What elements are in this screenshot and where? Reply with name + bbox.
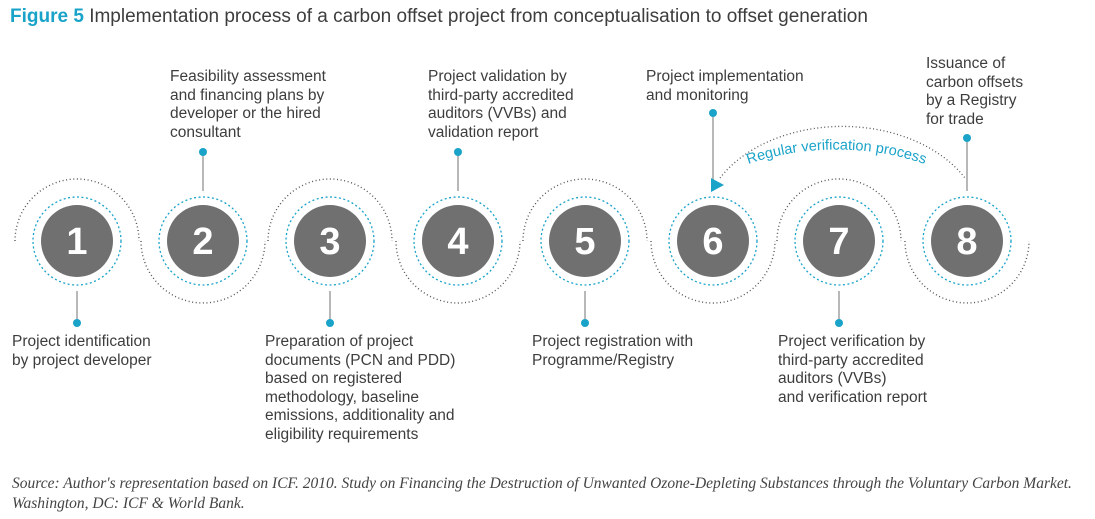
connector-dot: [73, 319, 81, 327]
dotted-wave-arc: [14, 178, 140, 242]
dotted-wave-arc: [904, 240, 1030, 304]
step-7: 7: [794, 196, 884, 286]
step-7-label: Project verification by third-party accr…: [778, 333, 928, 406]
figure-label: Figure 5: [10, 6, 84, 27]
dotted-wave-arc: [267, 178, 393, 242]
step-number: 6: [702, 221, 723, 263]
step-1-label: Project identification by project develo…: [12, 333, 152, 369]
step-connectors: [73, 109, 971, 327]
step-disc: [549, 205, 621, 277]
step-disc: [931, 205, 1003, 277]
dotted-wave-arc: [650, 240, 776, 304]
connector-dot: [454, 148, 462, 156]
step-number: 7: [828, 221, 849, 263]
dotted-wave-arc: [522, 178, 648, 242]
step-ring: [794, 196, 884, 286]
step-number: 1: [66, 221, 87, 263]
step-6-label: Project implementation and monitoring: [646, 68, 804, 104]
step-2: 2: [158, 196, 248, 286]
step-ring: [285, 196, 375, 286]
step-3-label: Preparation of project documents (PCN an…: [265, 333, 456, 443]
step-ring: [668, 196, 758, 286]
dotted-wave-arc: [776, 178, 902, 242]
dotted-wave-arc: [140, 240, 266, 304]
step-number: 2: [192, 221, 213, 263]
step-disc: [803, 205, 875, 277]
step-circles: 1 2 3 4 5 6 7 8: [32, 196, 1012, 286]
step-ring: [158, 196, 248, 286]
step-1: 1: [32, 196, 122, 286]
dotted-wave-arcs: [14, 178, 1030, 304]
connector-dot: [835, 319, 843, 327]
step-5-label: Project registration with Programme/Regi…: [532, 333, 694, 369]
step-8-label: Issuance of carbon offsets by a Registry…: [926, 55, 1024, 128]
regular-verification-cycle: Regular verification process: [711, 125, 966, 192]
source-note: Source: Author's representation based on…: [12, 475, 1072, 512]
connector-dot: [581, 319, 589, 327]
step-number: 3: [319, 221, 340, 263]
cycle-arrowhead: [711, 178, 724, 192]
connector-dot: [963, 134, 971, 142]
step-2-label: Feasibility assessment and financing pla…: [170, 68, 326, 141]
step-4: 4: [413, 196, 503, 286]
connector-dot: [199, 148, 207, 156]
step-3: 3: [285, 196, 375, 286]
figure-title: Figure 5 Implementation process of a car…: [10, 6, 868, 28]
step-6: 6: [668, 196, 758, 286]
title-text: Implementation process of a carbon offse…: [89, 6, 868, 27]
cycle-arc: [719, 125, 966, 179]
step-disc: [422, 205, 494, 277]
step-4-label: Project validation by third-party accred…: [428, 68, 574, 141]
step-disc: [167, 205, 239, 277]
connector-dot: [709, 109, 717, 117]
step-ring: [540, 196, 630, 286]
step-number: 8: [956, 221, 977, 263]
connector-dot: [326, 319, 334, 327]
step-disc: [294, 205, 366, 277]
step-number: 5: [574, 221, 595, 263]
step-number: 4: [447, 221, 468, 263]
step-ring: [32, 196, 122, 286]
step-disc: [677, 205, 749, 277]
step-ring: [413, 196, 503, 286]
step-5: 5: [540, 196, 630, 286]
step-ring: [922, 196, 1012, 286]
cycle-label: Regular verification process: [745, 138, 929, 168]
step-8: 8: [922, 196, 1012, 286]
step-disc: [41, 205, 113, 277]
dotted-wave-arc: [395, 240, 521, 304]
